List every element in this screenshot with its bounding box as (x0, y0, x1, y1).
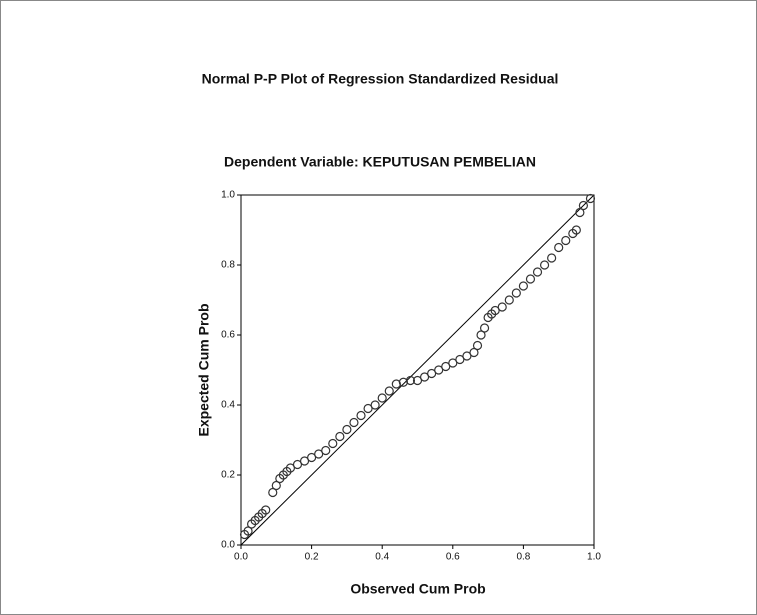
point (342, 424, 352, 435)
point (328, 438, 338, 449)
point (285, 463, 296, 473)
x-tick-label: 0.0 (234, 552, 248, 563)
point (504, 295, 514, 305)
point (321, 445, 331, 456)
reference-line (240, 194, 595, 546)
point (261, 505, 271, 515)
point (518, 281, 529, 291)
point (554, 242, 564, 253)
x-tick-label: 0.6 (446, 552, 460, 563)
x-tick-label: 0.2 (305, 552, 319, 563)
chart-title: Normal P-P Plot of Regression Standardiz… (202, 71, 559, 87)
point (292, 459, 303, 470)
point (476, 330, 486, 340)
point (243, 526, 253, 536)
point (547, 253, 557, 263)
point (571, 225, 581, 235)
point (511, 288, 521, 298)
point (578, 200, 589, 211)
x-tick-label: 0.4 (375, 552, 389, 563)
y-tick-label: 0.2 (221, 470, 235, 481)
point (539, 260, 550, 270)
point (398, 377, 408, 387)
point (335, 431, 345, 442)
point (370, 400, 380, 410)
point (532, 267, 543, 277)
point (405, 375, 416, 386)
y-tick-label: 0.4 (221, 400, 235, 411)
point (349, 417, 359, 428)
x-tick-label: 1.0 (587, 552, 601, 563)
y-axis-label: Expected Cum Prob (196, 303, 212, 436)
point (469, 347, 479, 358)
point (434, 365, 444, 375)
point (497, 302, 507, 312)
point (479, 323, 490, 333)
plot-area (240, 194, 595, 546)
point (455, 354, 465, 365)
point (462, 351, 472, 361)
point (419, 372, 430, 382)
point (448, 358, 458, 368)
point (391, 379, 401, 389)
point (585, 193, 596, 204)
point (268, 487, 278, 498)
chart-subtitle: Dependent Variable: KEPUTUSAN PEMBELIAN (224, 154, 536, 170)
point (575, 207, 585, 218)
point (441, 361, 451, 372)
y-tick-label: 1.0 (221, 190, 235, 201)
point (561, 235, 571, 246)
point (472, 340, 483, 351)
point (490, 305, 500, 316)
x-tick-label: 0.8 (516, 552, 530, 563)
point (356, 410, 366, 421)
y-tick-label: 0.6 (221, 330, 235, 341)
point (377, 393, 387, 403)
x-axis-label: Observed Cum Prob (350, 581, 485, 597)
point (427, 368, 437, 379)
y-tick-label: 0.8 (221, 260, 235, 271)
point (363, 403, 373, 414)
point (299, 456, 310, 466)
point (314, 449, 324, 459)
y-tick-label: 0.0 (221, 540, 235, 551)
point (525, 274, 536, 284)
point (412, 375, 423, 386)
point (307, 452, 317, 463)
point (271, 480, 281, 491)
point (384, 386, 394, 396)
